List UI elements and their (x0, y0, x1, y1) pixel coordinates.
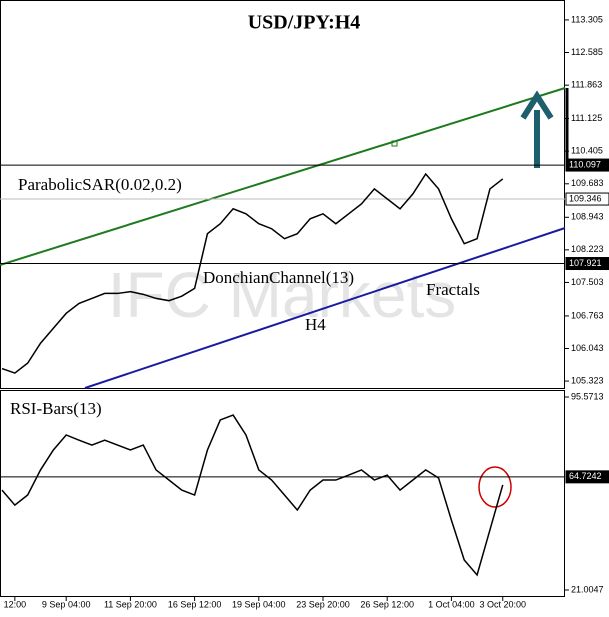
y-tick-label: 107.503 (571, 277, 604, 287)
level-label: 110.097 (569, 159, 601, 169)
series-line (1, 414, 504, 577)
x-tick-label: 26 Sep 12:00 (360, 599, 414, 609)
panel-title: RSI-Bars(13) (10, 399, 102, 418)
level-box (565, 257, 609, 271)
y-tick-label: 111.863 (571, 80, 602, 90)
level-label: 107.921 (569, 258, 602, 268)
level-box (565, 158, 609, 172)
y-tick-label: 106.043 (571, 343, 604, 353)
y-tick-label: 108.943 (571, 212, 604, 222)
x-tick-label: 9 Sep 04:00 (42, 599, 91, 609)
y-tick-label: 106.763 (571, 310, 604, 320)
x-tick-label: 1 Oct 04:00 (428, 599, 475, 609)
annotation: Fractals (426, 280, 480, 299)
x-tick-label: 23 Sep 20:00 (296, 599, 350, 609)
y-tick-label: 110.405 (571, 146, 603, 156)
annotation: H4 (305, 315, 326, 334)
trend-anchor (391, 140, 398, 147)
y-tick-label: 111.125 (571, 113, 602, 123)
chart-title: USD/JPY:H4 (248, 12, 361, 34)
y-tick-label: 112.585 (571, 47, 603, 57)
watermark: IFC Markets (108, 259, 456, 331)
level-box (565, 470, 609, 484)
y-tick-label: 113.305 (571, 14, 603, 24)
x-tick-label: 12:00 (4, 599, 27, 609)
annotation: ParabolicSAR(0.02,0.2) (18, 175, 182, 194)
y-tick-label: 21.0047 (571, 584, 604, 594)
series-line (1, 172, 504, 374)
level-box (565, 192, 609, 206)
y-tick-label: 109.683 (571, 178, 604, 188)
y-tick-label: 105.323 (571, 375, 604, 385)
annotation: DonchianChannel(13) (203, 268, 354, 287)
level-label: 109.346 (569, 193, 602, 203)
rsi-frame (0, 390, 565, 597)
trend-line (84, 227, 566, 389)
arrow-head (520, 90, 554, 120)
x-tick-label: 19 Sep 04:00 (232, 599, 286, 609)
x-tick-label: 16 Sep 12:00 (168, 599, 222, 609)
x-tick-label: 3 Oct 20:00 (479, 599, 526, 609)
price-frame (0, 0, 565, 389)
y-tick-label: 95.5713 (571, 391, 604, 401)
level-label: 64.7242 (569, 471, 602, 481)
trend-line (0, 87, 566, 266)
highlight (478, 466, 512, 508)
y-tick-label: 108.223 (571, 244, 604, 254)
x-tick-label: 11 Sep 20:00 (104, 599, 157, 609)
